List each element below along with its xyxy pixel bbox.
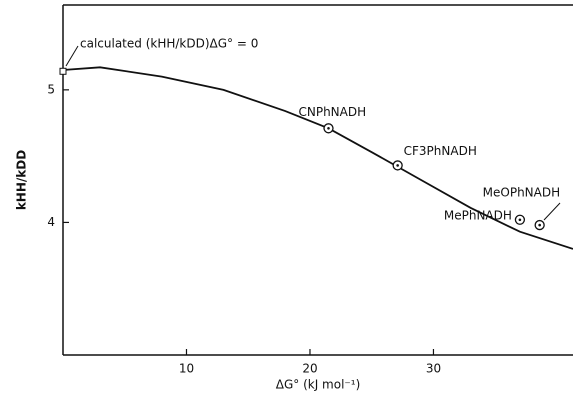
- data-point-dot: [518, 218, 522, 222]
- y-tick-label: 5: [47, 82, 55, 96]
- y-axis-label: kHH/kDD: [15, 150, 29, 210]
- data-point-dot: [538, 223, 541, 227]
- x-tick-label: 20: [302, 362, 317, 376]
- x-tick-label: 10: [179, 362, 194, 376]
- annotation-arrow: [65, 45, 79, 67]
- point-label: MeOPhNADH: [483, 186, 560, 200]
- data-point-dot: [396, 164, 399, 167]
- label-arrow: [543, 202, 561, 221]
- x-axis-label: ΔG° (kJ mol⁻¹): [276, 378, 361, 392]
- calculated-point: [59, 67, 67, 75]
- point-label: CNPhNADH: [298, 105, 366, 119]
- data-point-dot: [327, 126, 330, 130]
- point-label: CF3PhNADH: [404, 144, 477, 158]
- y-tick-label: 4: [47, 215, 55, 229]
- x-tick-label: 30: [426, 362, 441, 376]
- point-label: MePhNADH: [444, 208, 512, 222]
- annotation: calculated (kHH/kDD)ΔG° = 0: [80, 37, 258, 51]
